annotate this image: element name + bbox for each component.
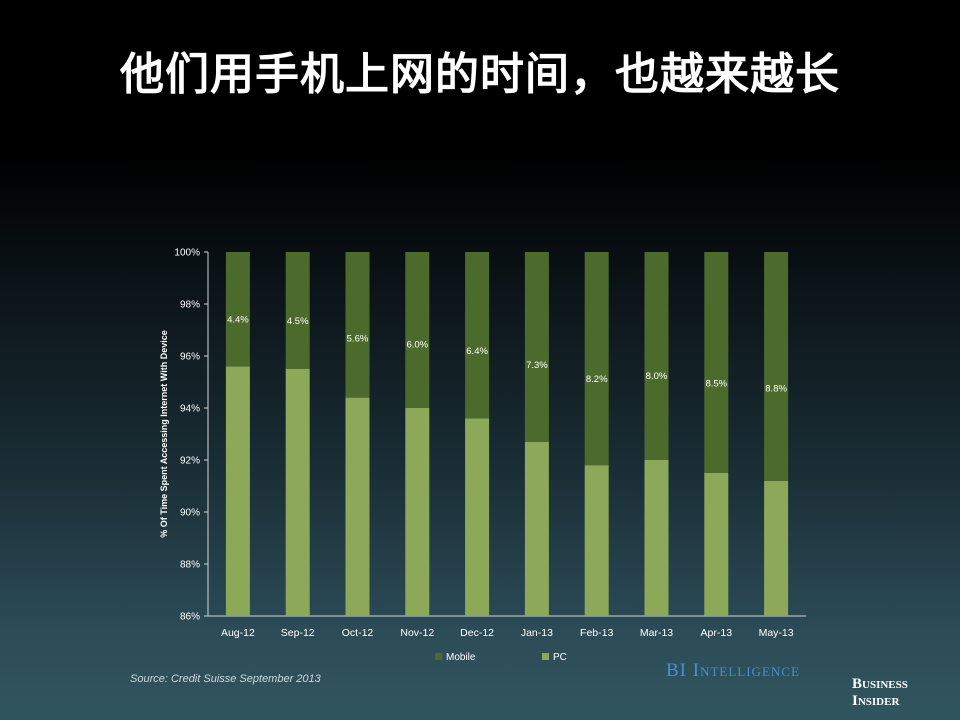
x-tick-label: Dec-12	[460, 627, 494, 639]
y-tick-label: 94%	[180, 404, 200, 415]
bar-mobile-Aug-12	[225, 252, 250, 367]
bar-mobile-Feb-13	[584, 252, 609, 466]
y-axis-label: % Of Time Spent Accessing Internet With …	[159, 330, 169, 537]
bar-mobile-May-13	[764, 252, 789, 481]
bar-pc-May-13	[764, 480, 789, 616]
bar-pc-Apr-13	[704, 473, 729, 616]
data-label-mobile: 6.0%	[406, 340, 428, 351]
legend-label-pc: PC	[553, 652, 567, 663]
x-tick-label: May-13	[759, 627, 794, 639]
bar-pc-Feb-13	[584, 465, 609, 616]
y-tick-label: 88%	[180, 560, 200, 571]
x-tick-label: Sep-12	[281, 627, 315, 639]
bar-mobile-Dec-12	[465, 252, 490, 419]
data-label-mobile: 4.5%	[287, 316, 309, 327]
x-tick-label: Oct-12	[342, 627, 374, 639]
y-tick-label: 86%	[180, 612, 200, 623]
legend-label-mobile: Mobile	[446, 652, 476, 663]
bar-mobile-Oct-12	[345, 252, 370, 398]
bar-mobile-Sep-12	[285, 252, 310, 369]
bi-intelligence-logo: BI Intelligence	[666, 660, 800, 681]
y-tick-label: 100%	[174, 248, 200, 259]
source-note: Source: Credit Suisse September 2013	[130, 673, 321, 685]
business-insider-logo: Business Insider	[852, 676, 942, 710]
data-label-mobile: 4.4%	[227, 315, 249, 326]
x-tick-label: Apr-13	[701, 627, 733, 639]
bar-pc-Nov-12	[405, 408, 430, 616]
x-tick-label: Jan-13	[521, 627, 553, 639]
y-tick-label: 92%	[180, 456, 200, 467]
data-label-mobile: 8.8%	[765, 383, 787, 394]
logo-line-business: Business	[852, 676, 908, 692]
slide-title: 他们用手机上网的时间，也越来越长	[120, 49, 840, 100]
bar-pc-Aug-12	[225, 366, 250, 616]
bar-mobile-Apr-13	[704, 252, 729, 473]
y-tick-label: 98%	[180, 300, 200, 311]
bar-pc-Oct-12	[345, 397, 370, 616]
legend-swatch-pc	[542, 653, 549, 660]
bar-mobile-Nov-12	[405, 252, 430, 408]
data-label-mobile: 6.4%	[466, 346, 488, 357]
x-tick-label: Nov-12	[400, 627, 434, 639]
data-label-mobile: 8.2%	[586, 374, 608, 385]
data-label-mobile: 8.5%	[705, 379, 727, 390]
bar-pc-Mar-13	[644, 460, 669, 616]
data-label-mobile: 8.0%	[646, 371, 668, 382]
data-label-mobile: 5.6%	[347, 333, 369, 344]
bar-mobile-Mar-13	[644, 252, 669, 460]
bar-mobile-Jan-13	[524, 252, 549, 442]
bar-pc-Sep-12	[285, 369, 310, 616]
data-label-mobile: 7.3%	[526, 360, 548, 371]
legend-swatch-mobile	[435, 653, 442, 660]
bar-pc-Dec-12	[465, 418, 490, 616]
x-tick-label: Aug-12	[221, 627, 255, 639]
logo-line-insider: Insider	[852, 693, 900, 709]
x-tick-label: Mar-13	[640, 627, 673, 639]
x-tick-label: Feb-13	[580, 627, 613, 639]
y-tick-label: 96%	[180, 352, 200, 363]
bar-pc-Jan-13	[524, 441, 549, 616]
y-tick-label: 90%	[180, 508, 200, 519]
